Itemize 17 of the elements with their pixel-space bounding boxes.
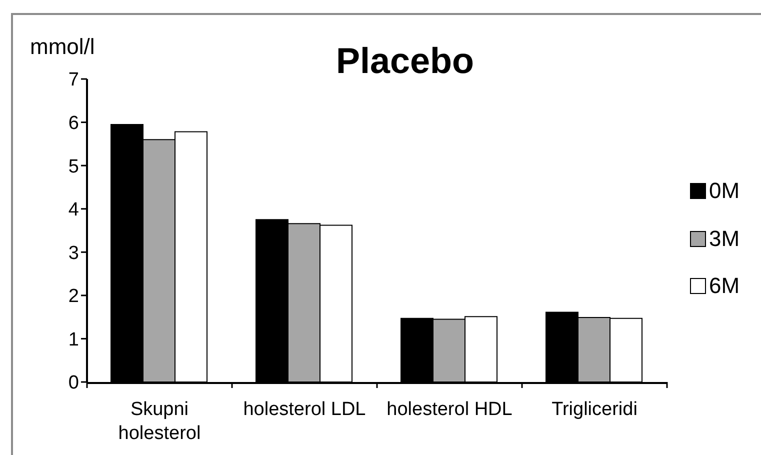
y-tick-label: 5 <box>68 156 79 178</box>
x-tick-label: holesterol LDL <box>243 399 366 420</box>
y-tick-label: 1 <box>68 329 79 350</box>
legend-label: 0M <box>709 178 740 204</box>
x-tick-label: Skupni holesterol <box>118 399 201 444</box>
y-tick-label: 6 <box>68 113 79 134</box>
legend-label: 3M <box>709 226 740 252</box>
y-tick-label: 3 <box>68 242 79 264</box>
x-tick-label: Trigliceridi <box>552 399 638 420</box>
y-tick-label: 2 <box>68 286 79 308</box>
chart-title: Placebo <box>334 40 476 82</box>
y-axis-title: mmol/l <box>30 34 95 60</box>
x-tick-label: holesterol HDL <box>386 399 512 420</box>
y-tick-label: 4 <box>68 200 80 221</box>
legend-label: 6M <box>709 273 740 299</box>
y-tick-label: 7 <box>68 70 79 91</box>
y-tick-label: 0 <box>68 372 79 394</box>
